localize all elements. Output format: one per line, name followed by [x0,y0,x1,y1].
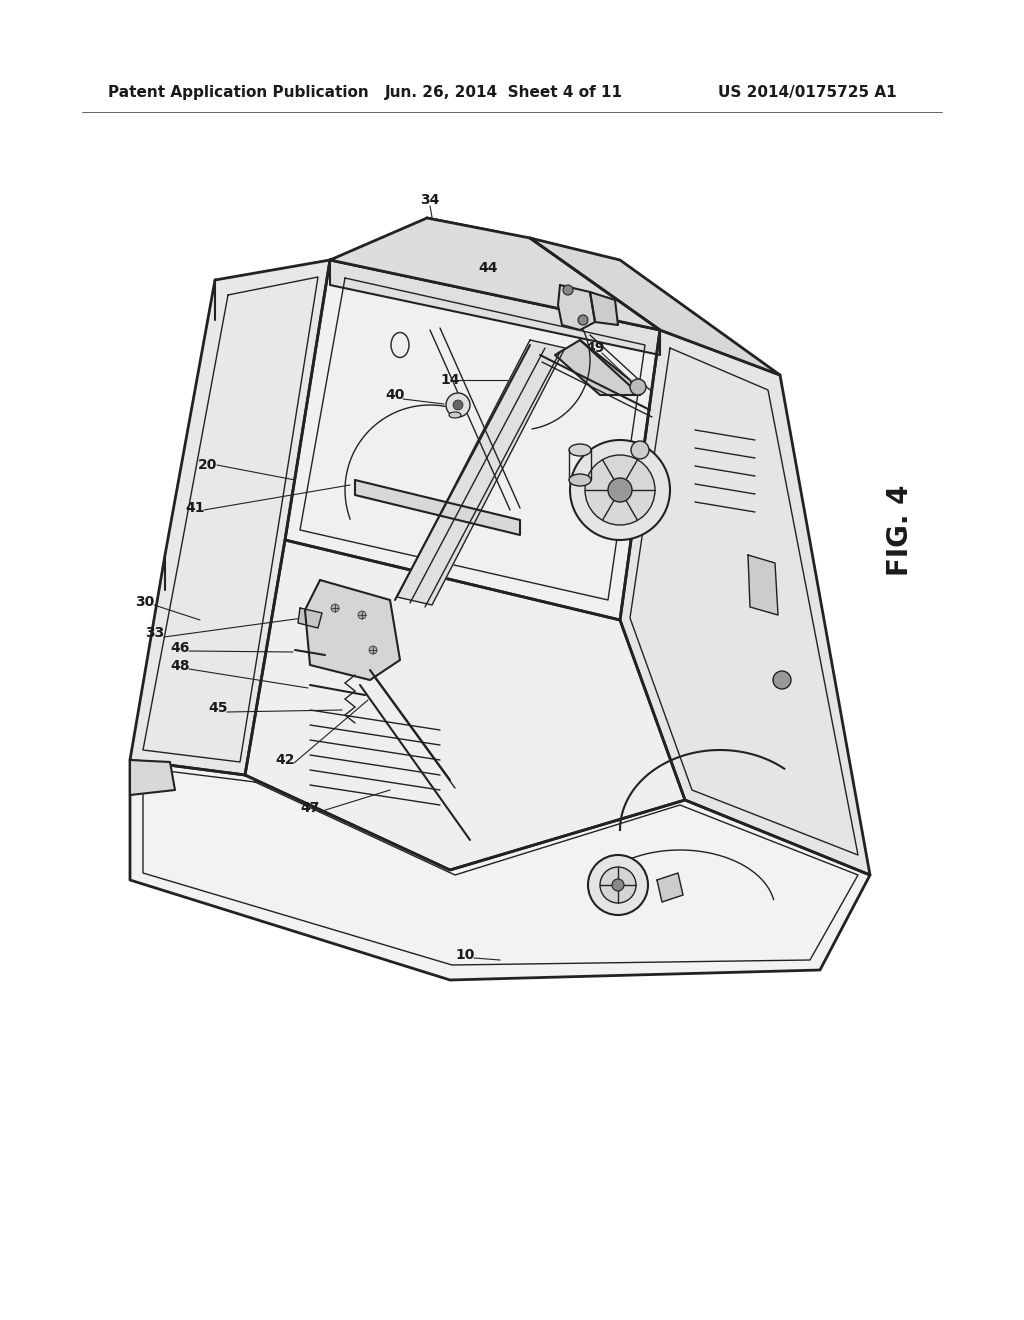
Text: 10: 10 [456,948,475,962]
Polygon shape [558,285,595,330]
Polygon shape [555,341,640,395]
Text: 44: 44 [478,261,498,275]
Polygon shape [620,330,870,875]
Circle shape [588,855,648,915]
Polygon shape [130,760,175,795]
Ellipse shape [391,333,409,358]
Text: 49: 49 [586,341,605,355]
Polygon shape [590,292,618,325]
Text: Jun. 26, 2014  Sheet 4 of 11: Jun. 26, 2014 Sheet 4 of 11 [385,84,623,99]
Text: 45: 45 [208,701,227,715]
Circle shape [578,315,588,325]
Text: Patent Application Publication: Patent Application Publication [108,84,369,99]
Text: 14: 14 [440,374,460,387]
Circle shape [563,285,573,294]
Text: 41: 41 [185,502,205,515]
Circle shape [369,645,377,653]
Polygon shape [530,238,780,375]
Circle shape [446,393,470,417]
Text: 48: 48 [170,659,189,673]
Polygon shape [245,540,685,870]
Polygon shape [130,760,870,979]
Circle shape [773,671,791,689]
Ellipse shape [569,444,591,455]
Text: 34: 34 [420,193,439,207]
Ellipse shape [569,474,591,486]
Text: 30: 30 [135,595,155,609]
Circle shape [453,400,463,411]
Circle shape [630,379,646,395]
Polygon shape [330,260,660,355]
Ellipse shape [449,412,461,418]
Text: FIG. 4: FIG. 4 [886,484,914,576]
Polygon shape [130,260,330,775]
Polygon shape [298,609,322,628]
Polygon shape [657,873,683,902]
Polygon shape [285,260,660,620]
Circle shape [570,440,670,540]
Polygon shape [330,218,660,330]
Polygon shape [630,348,858,855]
Polygon shape [300,279,645,601]
Circle shape [612,879,624,891]
Text: 46: 46 [170,642,189,655]
Polygon shape [748,554,778,615]
Text: 47: 47 [300,801,319,814]
Polygon shape [143,768,858,965]
Circle shape [608,478,632,502]
Polygon shape [355,480,520,535]
Circle shape [585,455,655,525]
Circle shape [358,611,366,619]
Text: 40: 40 [385,388,404,403]
Text: US 2014/0175725 A1: US 2014/0175725 A1 [718,84,897,99]
Text: 20: 20 [199,458,218,473]
Text: 42: 42 [275,752,295,767]
Circle shape [331,605,339,612]
Polygon shape [143,277,318,762]
Circle shape [631,441,649,459]
Circle shape [600,867,636,903]
Polygon shape [397,341,565,605]
Polygon shape [427,218,510,248]
Polygon shape [305,579,400,680]
Text: 33: 33 [145,626,165,640]
